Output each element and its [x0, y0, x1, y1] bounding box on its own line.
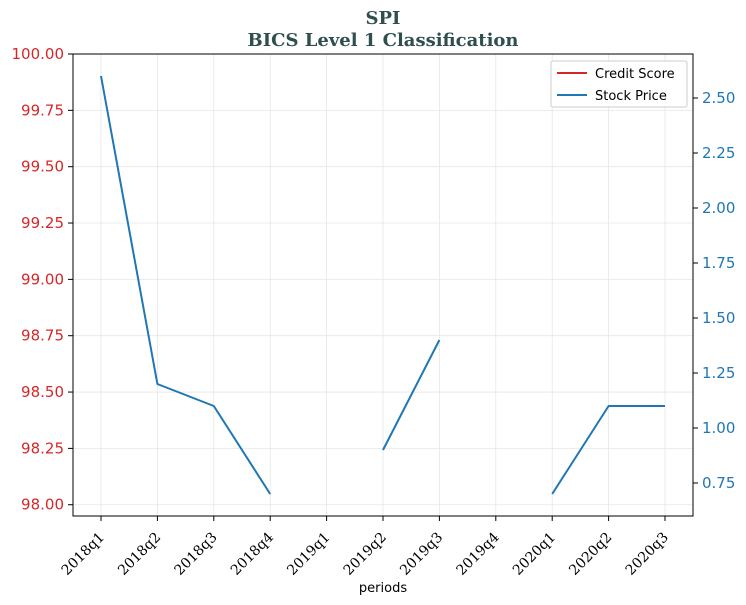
chart-subtitle: BICS Level 1 Classification	[247, 30, 518, 51]
right-axis: 0.75 1.00 1.25 1.50 1.75 2.00 2.25 2.50	[693, 89, 735, 492]
right-tick-label: 2.25	[702, 144, 735, 162]
left-tick-label: 99.00	[21, 270, 64, 288]
grid	[73, 53, 693, 516]
x-tick-label: 2019q3	[397, 530, 446, 579]
x-tick-label: 2019q1	[284, 530, 333, 579]
right-tick-label: 0.75	[702, 474, 735, 492]
x-tick-label: 2019q2	[341, 530, 390, 579]
x-tick-label: 2020q3	[623, 530, 672, 579]
x-tick-label: 2018q2	[115, 530, 164, 579]
series-line-stock-price	[100, 75, 272, 495]
right-tick-label: 1.25	[702, 364, 735, 382]
x-tick-label: 2018q4	[228, 529, 277, 578]
left-tick-label: 99.25	[21, 214, 64, 232]
left-tick-label: 98.75	[21, 327, 64, 345]
x-axis: 2018q1 2018q2 2018q3 2018q4 2019q1 2019q2 2019…	[59, 516, 672, 579]
x-tick-label: 2018q3	[171, 530, 220, 579]
left-tick-label: 98.50	[21, 383, 64, 401]
x-axis-label: periods	[359, 581, 407, 596]
legend-label-credit-score: Credit Score	[595, 67, 675, 82]
x-tick-label: 2018q1	[59, 530, 108, 579]
right-tick-label: 1.75	[702, 254, 735, 272]
x-tick-label: 2019q4	[453, 529, 502, 578]
left-tick-label: 98.25	[21, 439, 64, 457]
chart-title: SPI	[366, 8, 401, 29]
left-tick-label: 98.00	[21, 496, 64, 514]
legend: Credit Score Stock Price	[550, 60, 688, 108]
left-tick-label: 99.50	[21, 158, 64, 176]
left-tick-label: 99.75	[21, 101, 64, 119]
legend-label-stock-price: Stock Price	[595, 89, 667, 104]
left-tick-label: 100.00	[12, 45, 65, 63]
series-line-stock-price	[551, 405, 665, 495]
right-tick-label: 1.00	[702, 419, 735, 437]
series-line-stock-price	[382, 339, 441, 451]
series-layer	[100, 75, 665, 495]
right-tick-label: 1.50	[702, 309, 735, 327]
right-tick-label: 2.50	[702, 89, 735, 107]
x-tick-label: 2020q2	[566, 530, 615, 579]
right-tick-label: 2.00	[702, 199, 735, 217]
x-tick-label: 2020q1	[510, 530, 559, 579]
left-axis: 98.00 98.25 98.50 98.75 99.00 99.25 99.50 99.75…	[12, 45, 73, 514]
